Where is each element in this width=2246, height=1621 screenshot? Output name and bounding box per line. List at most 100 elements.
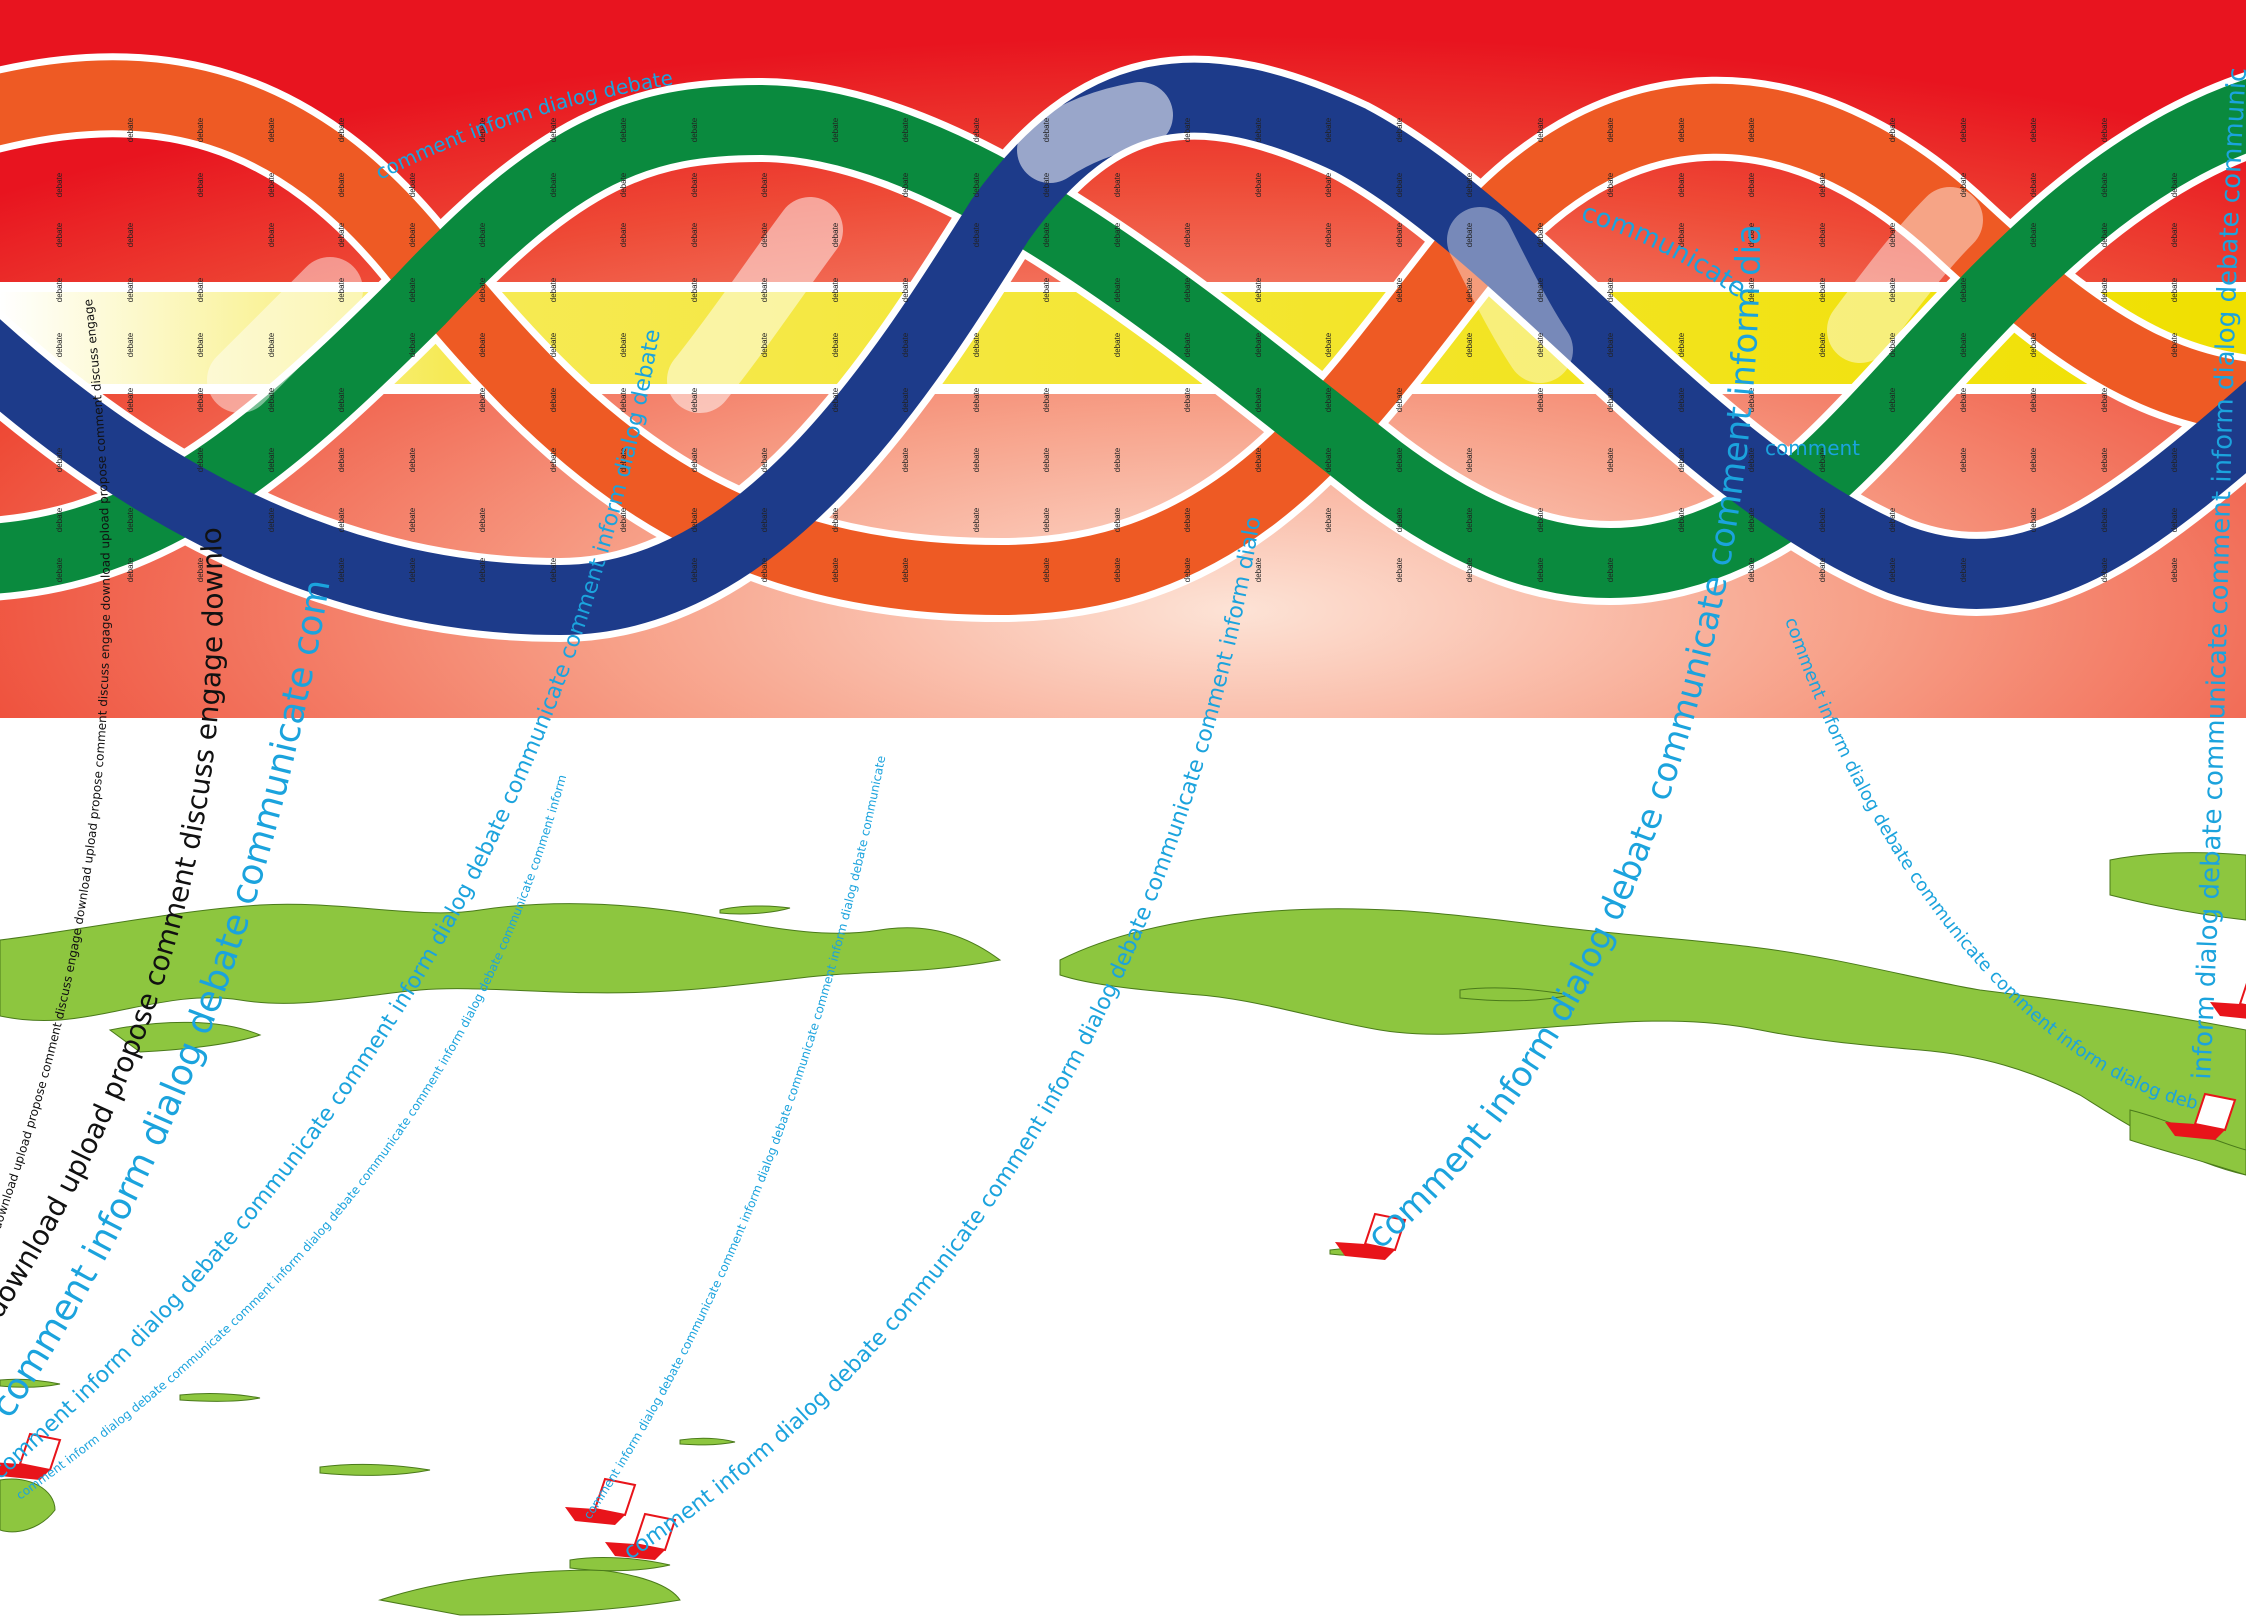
land-island-2 [319, 1463, 431, 1476]
land-island-4 [679, 1437, 736, 1446]
debate-label: debate [1113, 277, 1122, 302]
debate-label: debate [1254, 387, 1263, 412]
debate-label: debate [2100, 222, 2109, 247]
debate-label: debate [1042, 117, 1051, 142]
debate-label: debate [1747, 557, 1756, 582]
debate-label: debate [2170, 222, 2179, 247]
debate-label: debate [1677, 222, 1686, 247]
debate-label: debate [1818, 172, 1827, 197]
debate-label: debate [1606, 557, 1615, 582]
debate-label: debate [1536, 507, 1545, 532]
debate-label: debate [267, 332, 276, 357]
debate-label: debate [1747, 117, 1756, 142]
debate-label: debate [1959, 332, 1968, 357]
debate-label: debate [2100, 172, 2109, 197]
debate-label: debate [1959, 172, 1968, 197]
land-island-3 [179, 1393, 261, 1402]
debate-label: debate [267, 507, 276, 532]
land-left-lower [108, 1021, 262, 1053]
debate-label: debate [1254, 557, 1263, 582]
debate-label: debate [2100, 447, 2109, 472]
debate-label: debate [408, 277, 417, 302]
debate-label: debate [1395, 557, 1404, 582]
debate-label: debate [1254, 277, 1263, 302]
debate-label: debate [1395, 507, 1404, 532]
debate-label: debate [2029, 332, 2038, 357]
debate-label: debate [1183, 117, 1192, 142]
debate-label: debate [1677, 507, 1686, 532]
debate-label: debate [972, 387, 981, 412]
debate-label: debate [2029, 172, 2038, 197]
debate-label: debate [690, 172, 699, 197]
debate-label: debate [408, 332, 417, 357]
debate-label: debate [1818, 507, 1827, 532]
debate-label: debate [760, 557, 769, 582]
laptop-icon [605, 1512, 677, 1560]
debate-label: debate [478, 387, 487, 412]
debate-label: debate [1254, 332, 1263, 357]
debate-label: debate [1113, 222, 1122, 247]
debate-label: debate [196, 172, 205, 197]
debate-label: debate [901, 172, 910, 197]
debate-label: debate [1042, 387, 1051, 412]
debate-label: debate [126, 387, 135, 412]
debate-label: debate [1606, 447, 1615, 472]
debate-label: debate [1465, 557, 1474, 582]
debate-label: debate [1888, 507, 1897, 532]
debate-label: debate [760, 222, 769, 247]
debate-label: debate [2170, 447, 2179, 472]
debate-label: debate [619, 117, 628, 142]
debate-label: debate [337, 172, 346, 197]
debate-label: debate [2170, 277, 2179, 302]
debate-label: debate [196, 277, 205, 302]
debate-label: debate [690, 277, 699, 302]
debate-label: debate [126, 332, 135, 357]
debate-label: debate [1042, 172, 1051, 197]
debate-label: debate [478, 332, 487, 357]
debate-label: debate [1042, 222, 1051, 247]
debate-label: debate [337, 117, 346, 142]
land-right-top [2109, 852, 2246, 921]
debate-label: debate [55, 557, 64, 582]
debate-label: debate [337, 222, 346, 247]
land-island-10 [1459, 987, 1571, 1002]
debate-label: debate [831, 117, 840, 142]
debate-label: debate [619, 332, 628, 357]
debate-label: debate [267, 387, 276, 412]
debate-label: debate [1818, 277, 1827, 302]
text-comment: comment [1765, 436, 1860, 460]
debate-label: debate [831, 507, 840, 532]
debate-label: debate [1183, 557, 1192, 582]
land-masses [0, 852, 2246, 1616]
debate-label: debate [2029, 507, 2038, 532]
debate-label: debate [972, 117, 981, 142]
debate-label: debate [478, 277, 487, 302]
debate-label: debate [1395, 447, 1404, 472]
debate-label: debate [619, 172, 628, 197]
debate-label: debate [549, 117, 558, 142]
land-island-8 [569, 1557, 671, 1572]
land-left [0, 903, 1002, 1021]
debate-label: debate [1959, 557, 1968, 582]
debate-label: debate [619, 507, 628, 532]
debate-label: debate [1888, 222, 1897, 247]
debate-label: debate [901, 447, 910, 472]
land-island-6 [0, 1478, 56, 1533]
debate-label: debate [1959, 117, 1968, 142]
strand-orange [0, 60, 2246, 616]
debate-label: debate [831, 222, 840, 247]
debate-label: debate [1395, 387, 1404, 412]
debate-label: debate [55, 447, 64, 472]
debate-label: debate [1465, 332, 1474, 357]
debate-label: debate [1113, 172, 1122, 197]
debate-label: debate [901, 557, 910, 582]
debate-label: debate [1888, 387, 1897, 412]
debate-label: debate [901, 117, 910, 142]
debate-label: debate [549, 447, 558, 472]
debate-label: debate [478, 507, 487, 532]
debate-label: debate [1465, 222, 1474, 247]
debate-label: debate [690, 447, 699, 472]
debate-label: debate [1536, 387, 1545, 412]
debate-label: debate [2170, 332, 2179, 357]
debate-label: debate [2170, 172, 2179, 197]
